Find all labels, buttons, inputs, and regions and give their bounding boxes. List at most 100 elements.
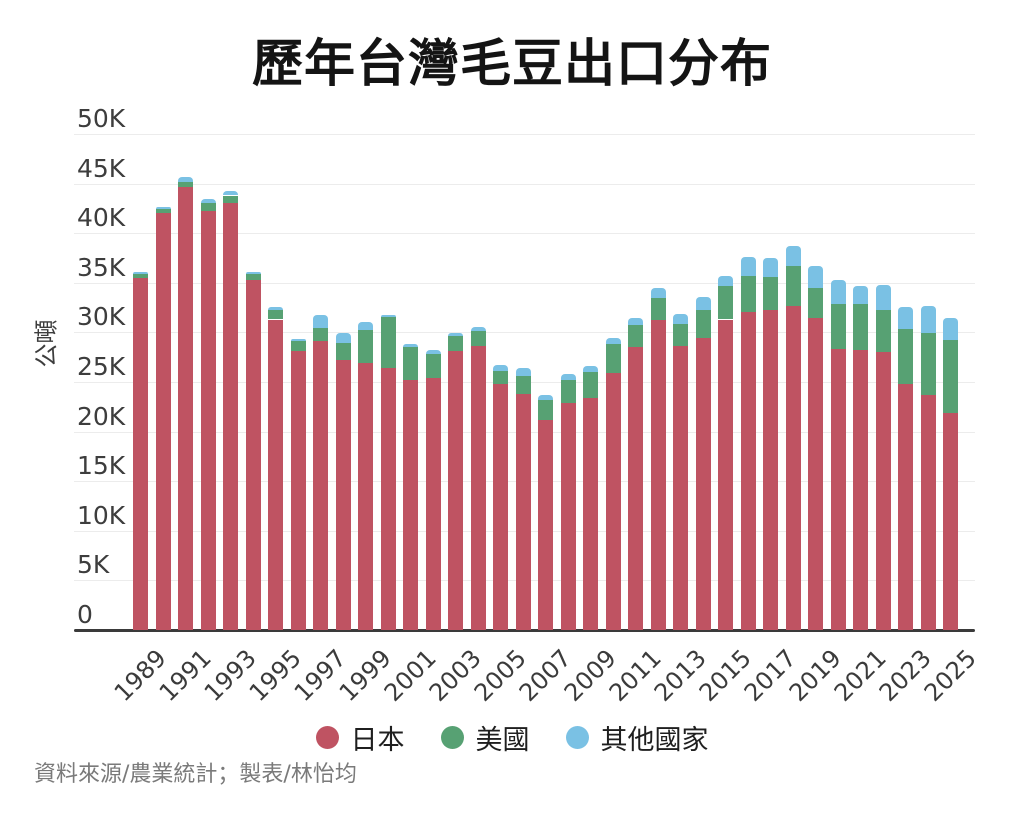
- gridline-35K: [74, 282, 975, 284]
- bar-2008-segment-others: [560, 374, 576, 380]
- y-tick-label-35K: 35K: [77, 252, 126, 282]
- x-tick-label-2005: 2005: [468, 644, 532, 707]
- x-tick-label-1993: 1993: [198, 644, 262, 707]
- bar-2009-segment-others: [583, 366, 599, 373]
- bar-2011-segment-japan: [628, 347, 644, 630]
- x-tick-label-2013: 2013: [648, 644, 712, 707]
- bar-1997-segment-japan: [313, 341, 329, 630]
- bar-2003-segment-others: [448, 332, 464, 337]
- x-tick-label-1989: 1989: [108, 644, 172, 707]
- bar-2013-segment-japan: [673, 346, 689, 630]
- x-tick-label-1991: 1991: [153, 644, 217, 707]
- bar-2019-segment-japan: [808, 317, 824, 630]
- gridline-30K: [74, 332, 975, 334]
- x-tick-label-1999: 1999: [333, 644, 397, 707]
- bar-2002-segment-usa: [425, 354, 441, 379]
- y-axis-label: 公噸: [32, 319, 61, 368]
- bar-1989-segment-others: [133, 272, 149, 275]
- bar-2013-segment-usa: [673, 323, 689, 347]
- bar-2022-segment-others: [875, 284, 891, 310]
- bar-2005-segment-japan: [493, 383, 509, 630]
- x-tick-label-2015: 2015: [693, 644, 757, 707]
- source-note: 資料來源/農業統計；製表/林怡均: [34, 762, 357, 787]
- bar-1995-segment-japan: [268, 319, 284, 630]
- gridline-45K: [74, 183, 975, 185]
- bar-2017-segment-japan: [763, 309, 779, 630]
- bar-2004-segment-others: [470, 327, 486, 332]
- gridline-50K: [74, 134, 975, 135]
- x-tick-label-2007: 2007: [513, 644, 577, 707]
- bar-1994-segment-usa: [245, 274, 261, 280]
- bar-2018-segment-usa: [785, 266, 801, 306]
- bar-2007-segment-usa: [538, 399, 554, 420]
- bar-1993-segment-usa: [223, 195, 239, 204]
- legend: 日本 美國 其他國家: [0, 718, 1024, 757]
- bar-2024-segment-usa: [920, 333, 936, 395]
- bar-1992-segment-others: [200, 199, 216, 204]
- bar-2024-segment-japan: [920, 394, 936, 630]
- bar-2008-segment-japan: [560, 402, 576, 630]
- bar-2023-segment-japan: [898, 383, 914, 630]
- y-tick-label-25K: 25K: [77, 352, 126, 381]
- bar-2012-segment-japan: [650, 320, 666, 630]
- bar-2012-segment-others: [650, 287, 666, 298]
- bar-2003-segment-japan: [448, 351, 464, 630]
- bar-2012-segment-usa: [650, 297, 666, 321]
- x-tick-label-2025: 2025: [918, 644, 982, 707]
- y-tick-label-50K: 50K: [77, 104, 126, 133]
- bar-2020-segment-japan: [830, 349, 846, 630]
- bar-1996-segment-others: [290, 338, 306, 342]
- bar-2006-segment-japan: [515, 393, 531, 630]
- bar-2015-segment-usa: [718, 286, 734, 320]
- bar-2000-segment-japan: [380, 368, 396, 630]
- bar-2002-segment-japan: [425, 378, 441, 630]
- x-tick-label-2003: 2003: [423, 644, 487, 707]
- bar-2016-segment-others: [740, 257, 756, 276]
- bar-2001-segment-japan: [403, 380, 419, 630]
- bar-2017-segment-others: [763, 258, 779, 277]
- bar-2018-segment-japan: [785, 305, 801, 630]
- bar-2014-segment-japan: [695, 338, 711, 630]
- x-tick-label-2023: 2023: [873, 644, 937, 707]
- bar-2010-segment-others: [605, 338, 621, 345]
- bar-2019-segment-others: [808, 265, 824, 288]
- bar-2025-segment-japan: [943, 412, 959, 630]
- bar-2014-segment-others: [695, 296, 711, 310]
- bar-2005-segment-others: [493, 365, 509, 372]
- bar-2001-segment-usa: [403, 346, 419, 380]
- bar-2015-segment-japan: [718, 319, 734, 630]
- y-tick-label-20K: 20K: [77, 401, 126, 431]
- y-tick-label-30K: 30K: [77, 302, 126, 332]
- bar-2001-segment-others: [403, 344, 419, 347]
- bar-1999-segment-japan: [358, 363, 374, 630]
- bar-1999-segment-usa: [358, 329, 374, 364]
- bar-2021-segment-japan: [853, 350, 869, 630]
- bar-2025-segment-others: [943, 317, 959, 341]
- bar-1991-segment-japan: [178, 186, 194, 630]
- bar-2016-segment-usa: [740, 275, 756, 312]
- bar-1991-segment-others: [178, 176, 194, 183]
- x-tick-label-2001: 2001: [378, 644, 442, 707]
- bar-1996-segment-japan: [290, 351, 306, 630]
- bar-1992-segment-usa: [200, 203, 216, 212]
- bar-2023-segment-others: [898, 306, 914, 329]
- bar-1994-segment-others: [245, 271, 261, 275]
- bar-1989-segment-japan: [133, 277, 149, 630]
- bar-2011-segment-usa: [628, 324, 644, 348]
- y-tick-label-15K: 15K: [77, 451, 126, 481]
- bar-2019-segment-usa: [808, 287, 824, 318]
- x-tick-label-1997: 1997: [288, 644, 352, 707]
- bar-2022-segment-usa: [875, 309, 891, 353]
- legend-dot-usa-icon: [440, 726, 464, 749]
- bar-1990-segment-usa: [155, 208, 171, 214]
- bar-1997-segment-others: [313, 314, 329, 328]
- gridline-40K: [74, 233, 975, 235]
- bar-2008-segment-usa: [560, 379, 576, 403]
- y-tick-label-10K: 10K: [77, 500, 126, 530]
- bar-2000-segment-usa: [380, 316, 396, 369]
- bar-1990-segment-japan: [155, 213, 171, 630]
- legend-label-usa: 美國: [475, 725, 530, 756]
- bar-2013-segment-others: [673, 314, 689, 324]
